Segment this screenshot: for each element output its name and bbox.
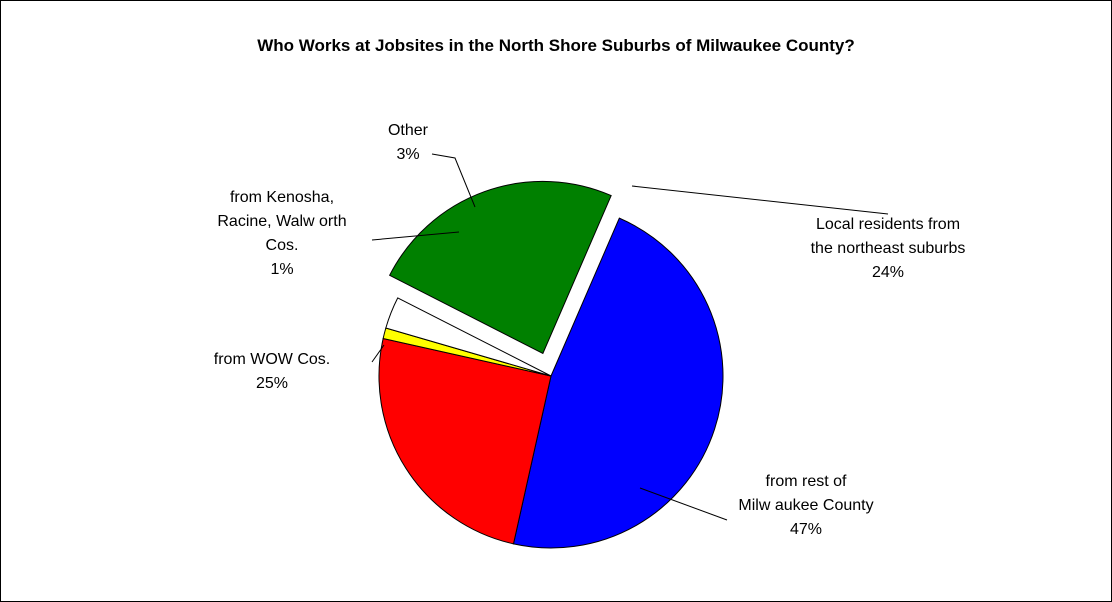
slice-label-line: from Kenosha, [230,189,334,206]
leader-line-3 [371,231,460,241]
slice-label-line: Local residents from [816,216,960,233]
leader-line-1 [639,487,728,521]
slice-labels: Local residents from the northeast suburb… [214,122,966,538]
slice-label-2: from WOW Cos. 25% [214,351,330,392]
slice-label-line: the northeast suburbs [811,240,966,257]
slice-label-1: from rest of Milw aukee County 47% [738,473,873,538]
slice-percent: 25% [256,375,288,392]
pie-slice-4 [385,297,552,377]
leader-line-0 [631,185,889,215]
leader-lines [371,153,889,521]
slice-label-line: from WOW Cos. [214,351,330,368]
pie-slice-1 [512,217,724,549]
pie-slice-2 [378,337,552,545]
slice-percent: 3% [396,146,419,163]
pie-slices [378,181,724,549]
pie-slice-0 [388,181,612,355]
slice-percent: 47% [790,521,822,538]
slice-label-line: Racine, Walw orth [217,213,346,230]
chart-title: Who Works at Jobsites in the North Shore… [257,36,855,55]
slice-label-3: from Kenosha, Racine, Walw orth Cos. 1% [217,189,346,278]
slice-label-line: from rest of [766,473,847,490]
slice-label-line: Cos. [266,237,299,254]
slice-label-4: Other 3% [388,122,429,163]
slice-percent: 24% [872,264,904,281]
leader-line-2 [371,344,385,363]
leader-line-4 [431,153,476,208]
slice-label-line: Other [388,122,429,139]
slice-percent: 1% [270,261,293,278]
slice-label-line: Milw aukee County [738,497,873,514]
slice-label-0: Local residents from the northeast suburb… [811,216,966,281]
